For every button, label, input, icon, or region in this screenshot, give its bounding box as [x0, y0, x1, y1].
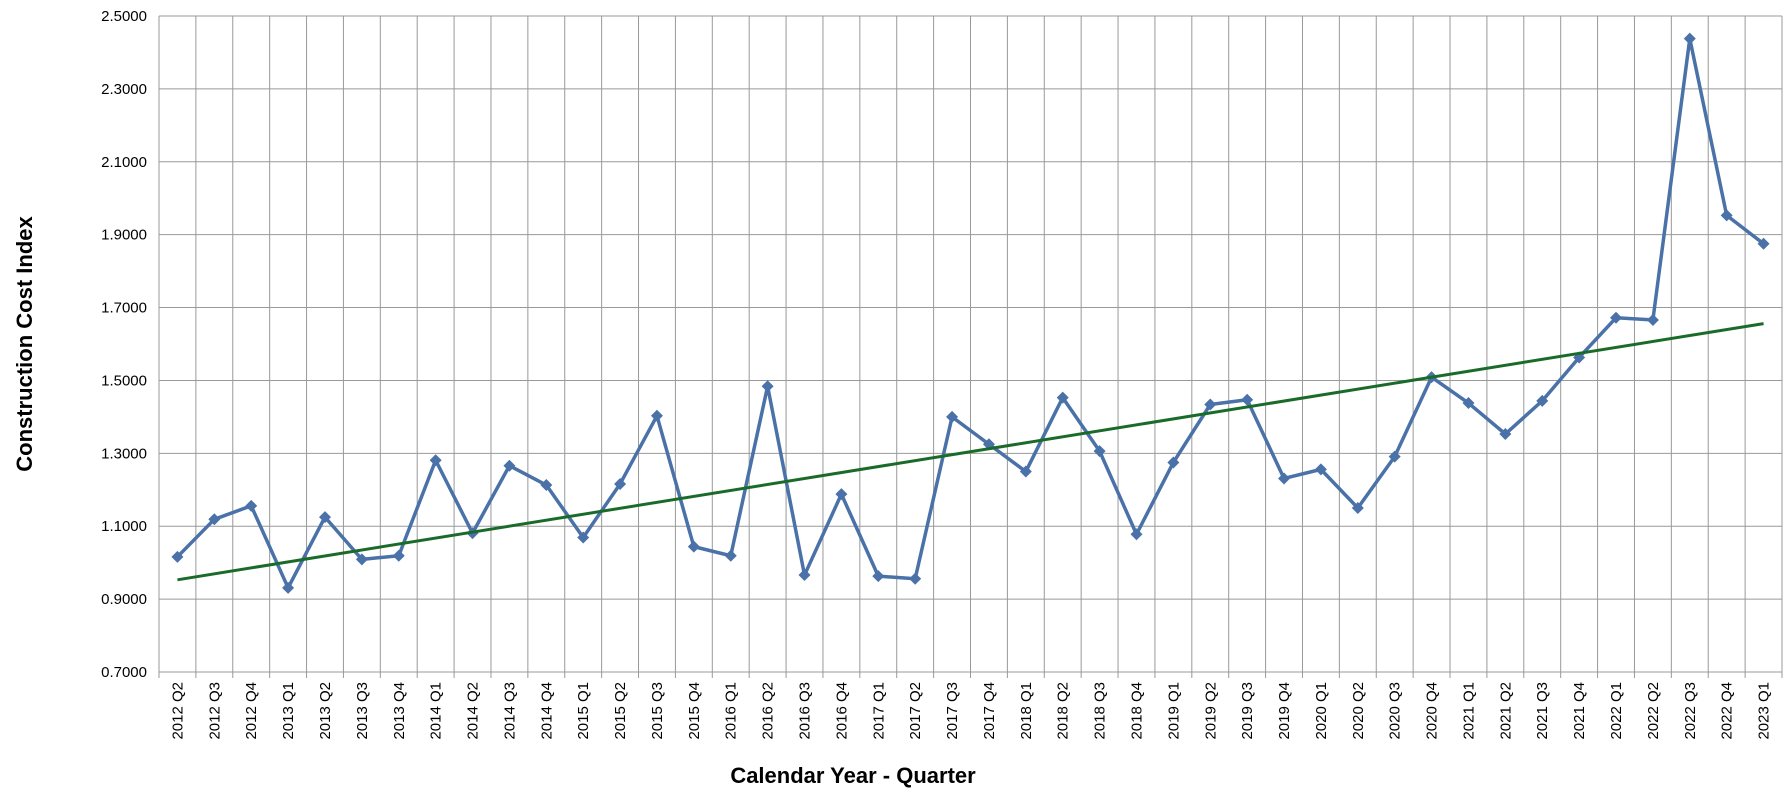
- data-point: [946, 410, 959, 423]
- data-point: [318, 511, 331, 524]
- y-tick-label: 2.5000: [101, 8, 147, 25]
- data-point: [1720, 209, 1733, 222]
- data-point: [1388, 450, 1401, 463]
- y-tick-label: 2.3000: [101, 81, 147, 98]
- data-point: [1130, 528, 1143, 541]
- x-tick-label: 2017 Q3: [944, 682, 961, 740]
- data-point: [909, 572, 922, 585]
- y-tick-label: 0.9000: [101, 591, 147, 608]
- data-point: [1757, 237, 1770, 250]
- x-tick-label: 2019 Q4: [1276, 682, 1293, 740]
- data-point: [1351, 502, 1364, 514]
- y-tick-label: 1.1000: [101, 518, 147, 535]
- x-tick-label: 2017 Q4: [981, 682, 998, 740]
- x-tick-label: 2013 Q4: [391, 682, 408, 740]
- data-point: [540, 479, 553, 492]
- data-point: [245, 499, 258, 512]
- y-tick-label: 2.1000: [101, 154, 147, 171]
- x-tick-label: 2017 Q2: [907, 682, 924, 740]
- x-tick-label: 2016 Q4: [833, 682, 850, 740]
- data-point: [1683, 32, 1696, 45]
- x-tick-label: 2014 Q2: [465, 682, 482, 740]
- data-point: [724, 549, 737, 562]
- x-tick-label: 2016 Q3: [797, 682, 814, 740]
- data-point: [503, 459, 516, 472]
- x-tick-label: 2012 Q3: [206, 682, 223, 740]
- x-tick-label: 2022 Q4: [1719, 682, 1736, 740]
- data-point: [1167, 456, 1180, 469]
- x-tick-label: 2013 Q3: [354, 682, 371, 740]
- x-tick-label: 2019 Q3: [1239, 682, 1256, 740]
- y-tick-label: 1.3000: [101, 445, 147, 462]
- x-tick-label: 2014 Q1: [428, 682, 445, 740]
- data-point: [614, 477, 627, 490]
- x-tick-label: 2022 Q2: [1645, 682, 1662, 740]
- x-tick-label: 2021 Q4: [1571, 682, 1588, 740]
- x-tick-label: 2014 Q3: [501, 682, 518, 740]
- x-tick-label: 2013 Q1: [280, 682, 297, 740]
- data-point: [1499, 428, 1512, 441]
- data-line: [176, 36, 1765, 590]
- data-point: [1019, 465, 1032, 478]
- data-point: [171, 550, 184, 563]
- x-tick-label: 2022 Q3: [1682, 682, 1699, 740]
- x-tick-label: 2019 Q2: [1202, 682, 1219, 740]
- x-tick-label: 2018 Q3: [1092, 682, 1109, 740]
- x-tick-label: 2022 Q1: [1608, 682, 1625, 740]
- y-tick-label: 1.9000: [101, 227, 147, 244]
- x-tick-label: 2020 Q2: [1350, 682, 1367, 740]
- x-tick-label: 2013 Q2: [317, 682, 334, 740]
- x-tick-label: 2021 Q1: [1460, 682, 1477, 740]
- y-tick-label: 1.7000: [101, 300, 147, 317]
- data-point: [798, 569, 811, 582]
- y-axis-title: Construction Cost Index: [12, 216, 37, 472]
- trend-line: [177, 322, 1764, 582]
- x-tick-label: 2020 Q4: [1424, 682, 1441, 740]
- data-point: [1462, 397, 1475, 410]
- x-tick-label: 2012 Q4: [243, 682, 260, 740]
- y-tick-label: 1.5000: [101, 372, 147, 389]
- data-point: [282, 581, 295, 594]
- data-point: [1314, 463, 1327, 476]
- data-point: [650, 409, 663, 422]
- x-tick-label: 2016 Q1: [723, 682, 740, 740]
- x-tick-label: 2018 Q4: [1128, 682, 1145, 740]
- data-point: [1646, 313, 1659, 326]
- data-point: [1610, 311, 1623, 324]
- data-point: [1278, 472, 1291, 485]
- x-tick-label: 2017 Q1: [870, 682, 887, 740]
- data-point: [1536, 394, 1549, 407]
- x-tick-label: 2021 Q3: [1534, 682, 1551, 740]
- data-point: [208, 513, 221, 526]
- data-point: [1093, 445, 1106, 458]
- data-point: [429, 454, 442, 467]
- x-tick-label: 2020 Q3: [1387, 682, 1404, 740]
- y-tick-label: 0.7000: [101, 664, 147, 681]
- x-tick-label: 2014 Q4: [538, 682, 555, 740]
- x-tick-label: 2016 Q2: [760, 682, 777, 740]
- data-point: [355, 553, 368, 566]
- data-point: [1241, 393, 1254, 406]
- x-tick-label: 2019 Q1: [1165, 682, 1182, 740]
- x-axis-title: Calendar Year - Quarter: [730, 763, 976, 788]
- x-tick-label: 2018 Q2: [1055, 682, 1072, 740]
- x-tick-label: 2021 Q2: [1497, 682, 1514, 740]
- x-tick-label: 2015 Q4: [686, 682, 703, 740]
- data-point: [872, 570, 885, 583]
- data-point: [577, 531, 590, 544]
- data-point: [687, 540, 700, 553]
- x-tick-label: 2015 Q2: [612, 682, 629, 740]
- data-point: [761, 380, 774, 393]
- x-tick-label: 2015 Q3: [649, 682, 666, 740]
- x-tick-label: 2012 Q2: [169, 682, 186, 740]
- x-tick-label: 2018 Q1: [1018, 682, 1035, 740]
- data-point: [1056, 391, 1069, 404]
- x-tick-label: 2015 Q1: [575, 682, 592, 740]
- x-tick-label: 2020 Q1: [1313, 682, 1330, 740]
- x-tick-label: 2023 Q1: [1756, 682, 1773, 740]
- data-point: [392, 549, 405, 562]
- data-point: [1204, 398, 1217, 411]
- data-point: [835, 488, 848, 501]
